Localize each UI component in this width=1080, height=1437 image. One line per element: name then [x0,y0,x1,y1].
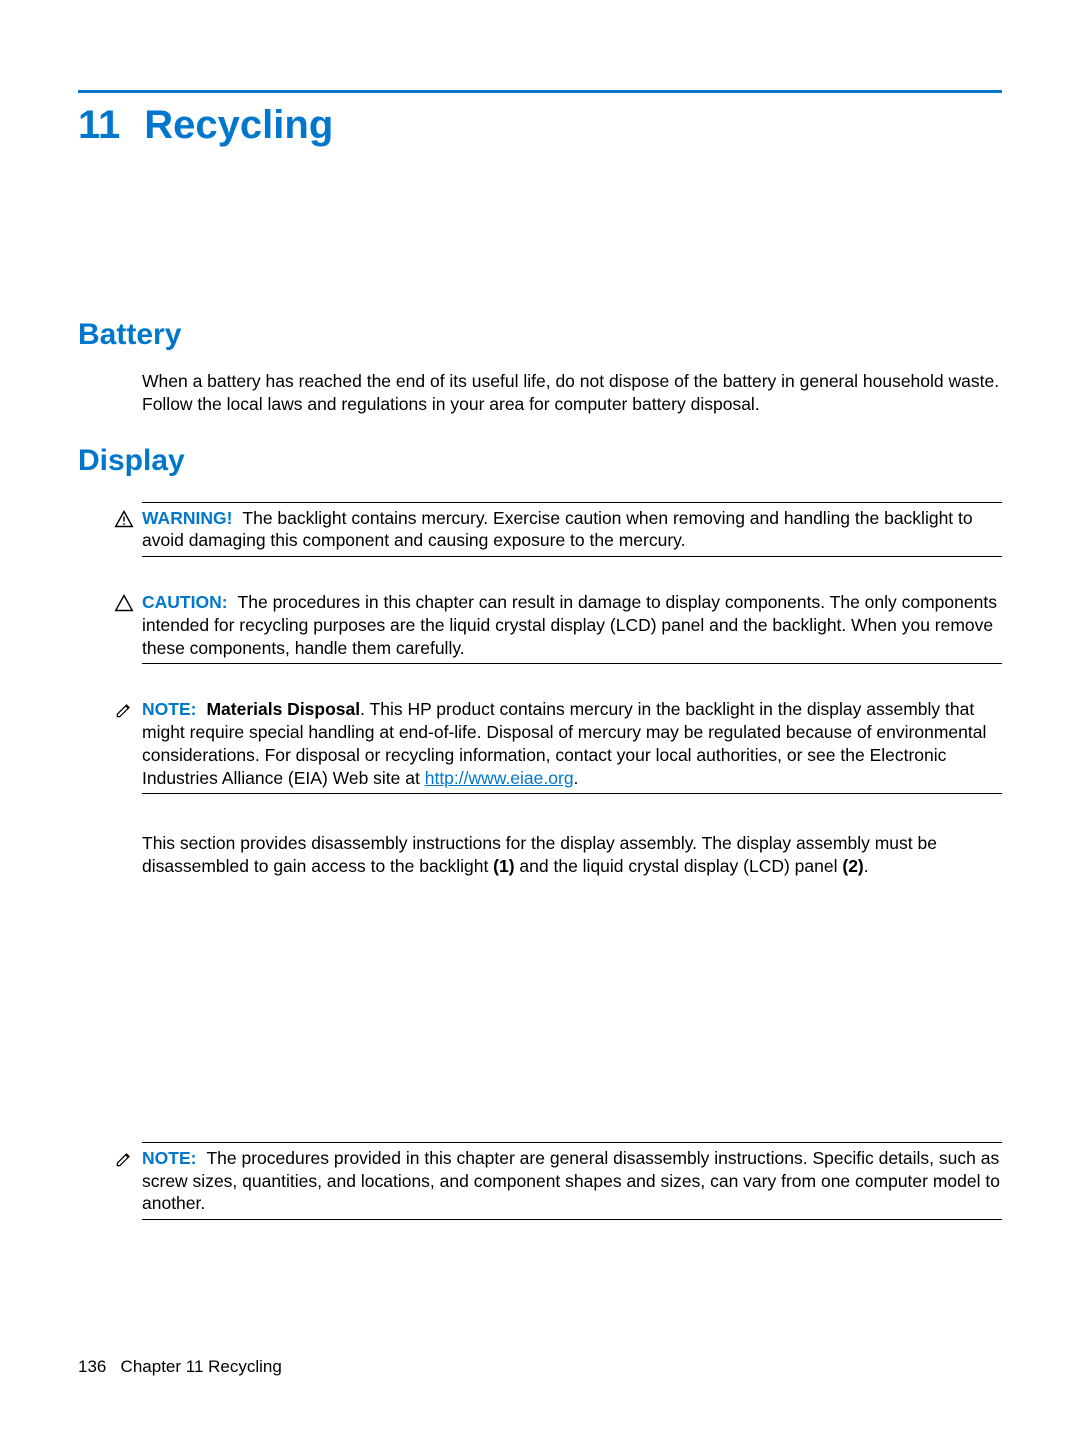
caution-icon [114,593,138,618]
note1-after: . [574,768,579,788]
warning-text: WARNING!The backlight contains mercury. … [142,507,1002,553]
note2-text: NOTE:The procedures provided in this cha… [142,1147,1002,1215]
note2-label: NOTE: [142,1148,196,1168]
chapter-number: 11 [78,103,120,148]
display-body2: This section provides disassembly instru… [142,832,1002,878]
caution-label: CAUTION: [142,592,228,612]
note-callout-1: NOTE:Materials Disposal. This HP product… [142,688,1002,800]
note-callout-2: NOTE:The procedures provided in this cha… [142,1136,1002,1226]
body2-b1: (1) [493,856,514,876]
note2-body: The procedures provided in this chapter … [142,1148,1000,1214]
note-icon [114,1149,138,1174]
display-body-block: WARNING!The backlight contains mercury. … [142,496,1002,1227]
warning-body: The backlight contains mercury. Exercise… [142,508,973,551]
section-heading-battery: Battery [78,318,1002,352]
chapter-name: Recycling [144,103,333,147]
document-page: 11 Recycling Battery When a battery has r… [0,0,1080,1437]
body2-b2: (2) [842,856,863,876]
chapter-title: 11 Recycling [78,103,1002,148]
body2-mid: and the liquid crystal display (LCD) pan… [515,856,843,876]
chapter-rule [78,90,1002,93]
page-number: 136 [78,1357,106,1376]
body2-post: . [864,856,869,876]
note1-bold-lead: Materials Disposal [206,699,360,719]
footer-text: Chapter 11 Recycling [121,1357,282,1376]
warning-label: WARNING! [142,508,232,528]
page-footer: 136 Chapter 11 Recycling [78,1357,282,1377]
note1-label: NOTE: [142,699,196,719]
note1-text: NOTE:Materials Disposal. This HP product… [142,698,1002,789]
section-heading-display: Display [78,444,1002,478]
note-icon [114,700,138,725]
caution-body: The procedures in this chapter can resul… [142,592,997,658]
warning-icon [114,509,138,534]
eia-link[interactable]: http://www.eiae.org [425,768,574,788]
caution-text: CAUTION:The procedures in this chapter c… [142,591,1002,659]
warning-callout: WARNING!The backlight contains mercury. … [142,496,1002,564]
battery-body-text: When a battery has reached the end of it… [142,370,1002,416]
caution-callout: CAUTION:The procedures in this chapter c… [142,581,1002,670]
battery-body-block: When a battery has reached the end of it… [142,370,1002,416]
